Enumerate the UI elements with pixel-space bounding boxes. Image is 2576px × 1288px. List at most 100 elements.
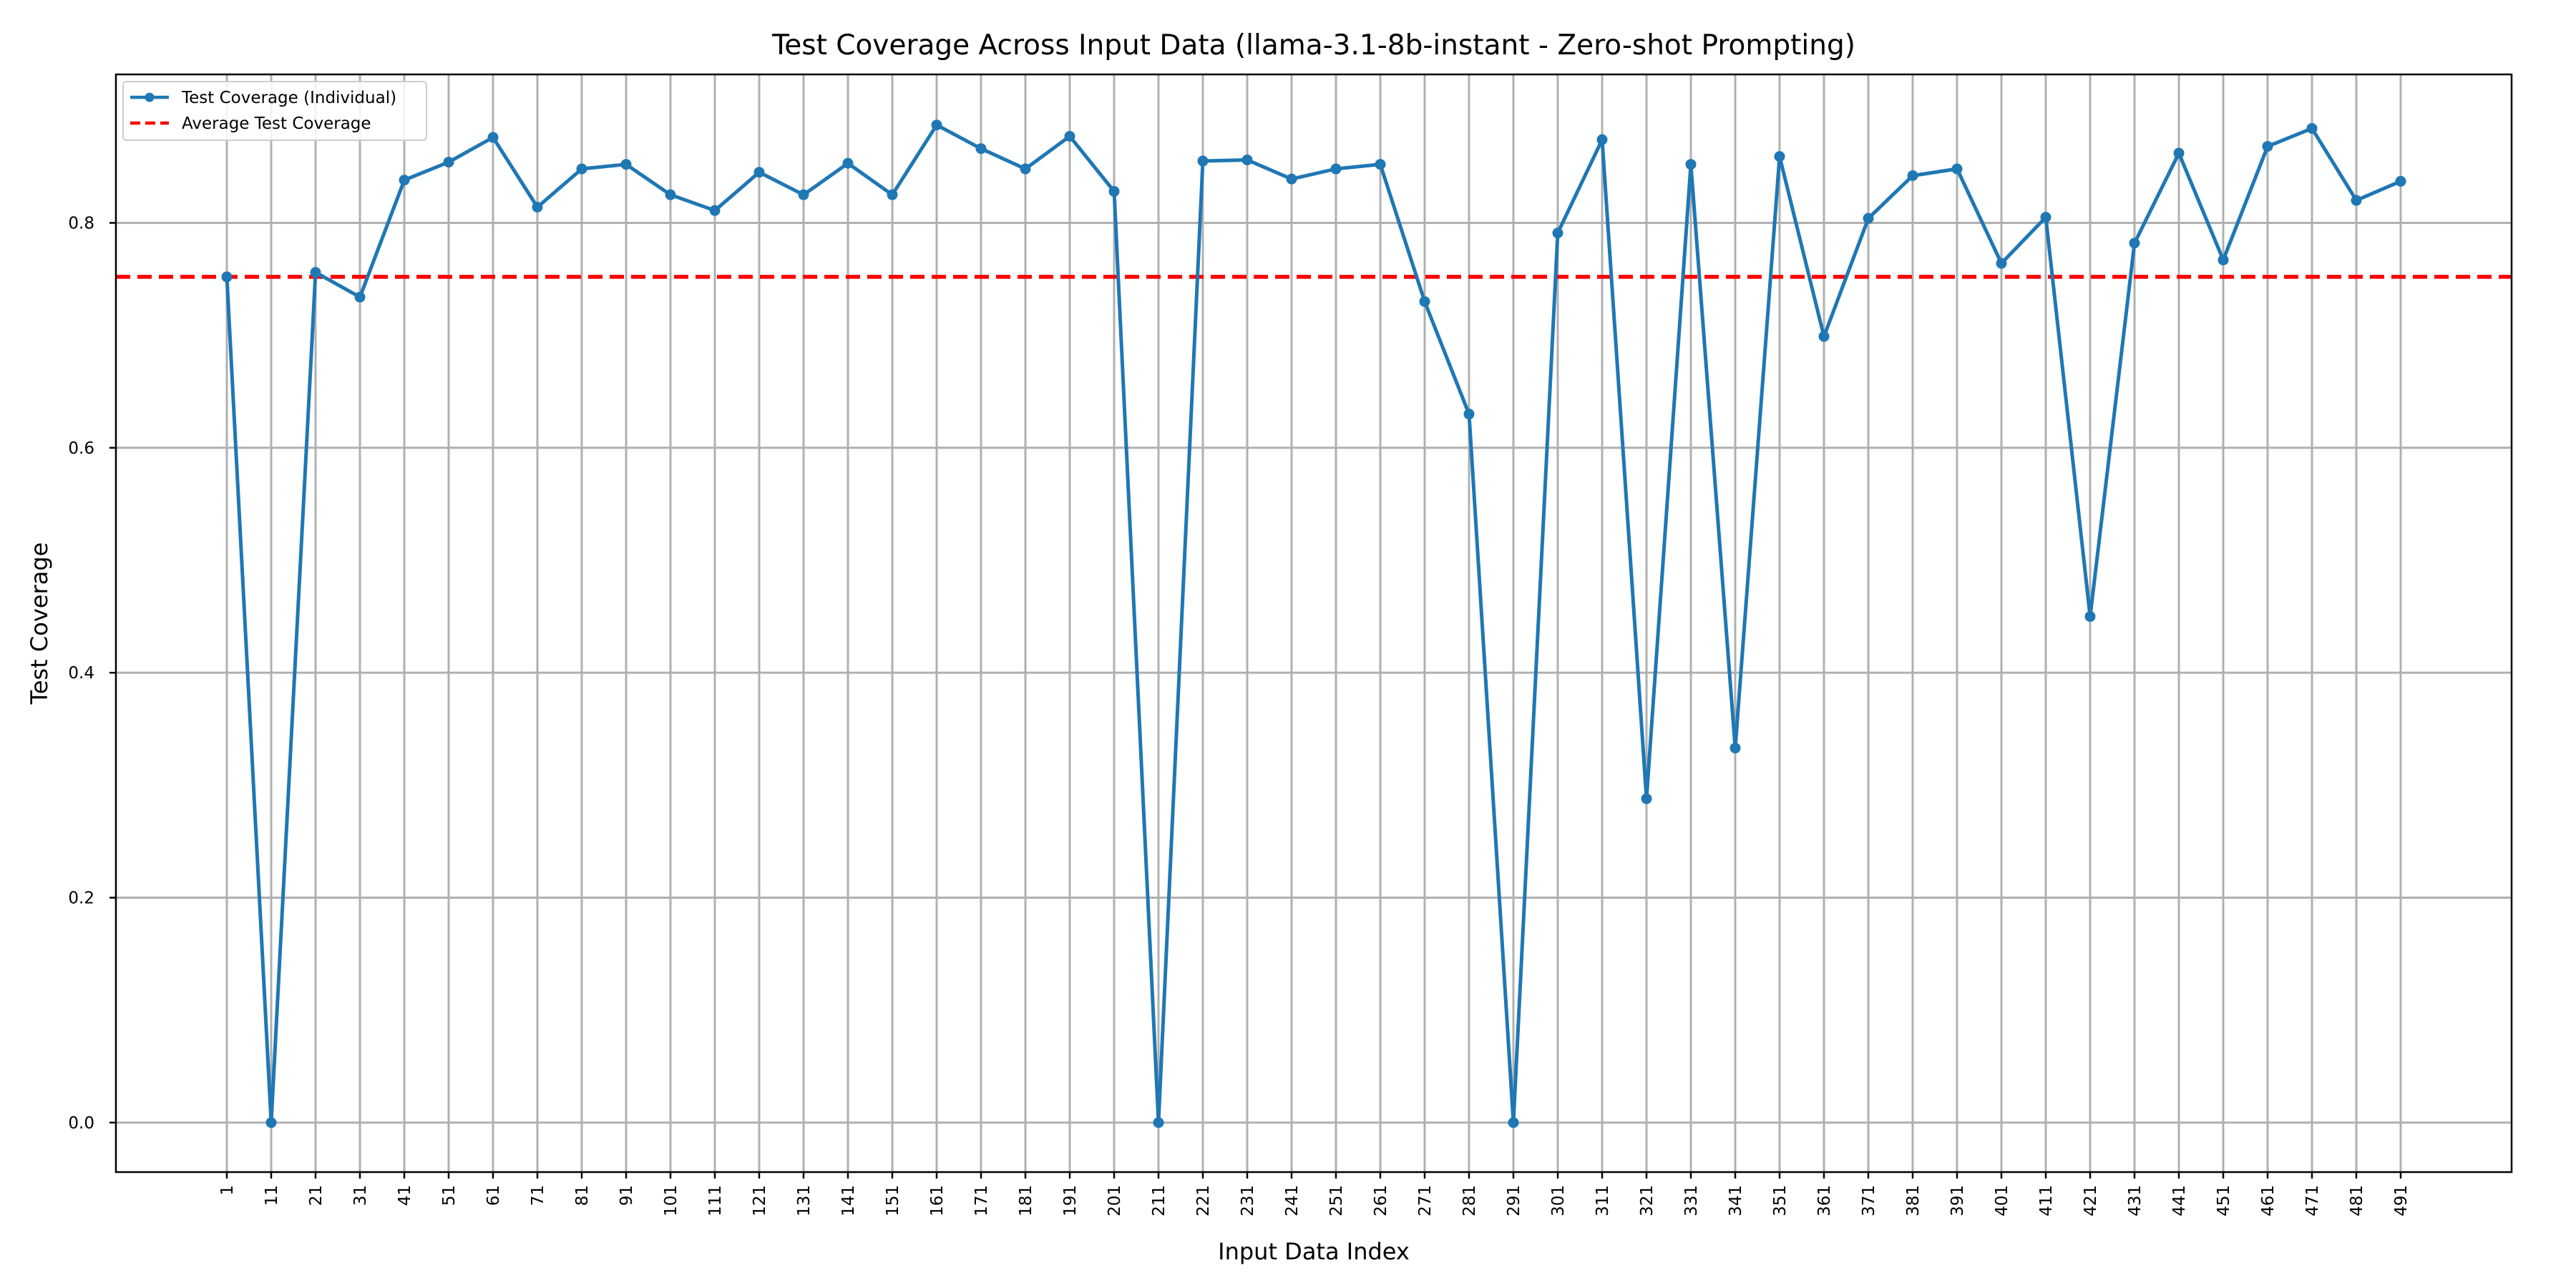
x-tick-label: 451: [2215, 1185, 2233, 1216]
coverage-data-point: [354, 291, 366, 303]
x-tick-label: 121: [751, 1185, 769, 1216]
x-tick-label: 21: [307, 1185, 326, 1206]
x-tick-label: 291: [1505, 1185, 1523, 1216]
axis-ticks: 1 11 21 31 41 51 61 71 81 91 101 111 121 131 141 151 161…: [68, 214, 2411, 1216]
x-tick-label: 401: [1993, 1185, 2011, 1216]
coverage-data-point: [842, 157, 854, 169]
x-tick-label: 11: [263, 1185, 281, 1206]
x-tick-label: 171: [972, 1185, 991, 1216]
coverage-data-point: [1108, 185, 1120, 197]
y-axis-label: Test Coverage: [26, 542, 53, 706]
x-tick-label: 31: [351, 1185, 370, 1206]
coverage-data-point: [1330, 163, 1342, 175]
x-tick-label: 351: [1771, 1185, 1790, 1216]
x-tick-label: 421: [2082, 1185, 2100, 1216]
legend-entry-average: Average Test Coverage: [182, 114, 371, 133]
coverage-data-point: [931, 119, 942, 131]
x-tick-label: 391: [1948, 1185, 1967, 1216]
coverage-data-point: [1197, 155, 1209, 167]
coverage-data-point: [1596, 134, 1608, 145]
y-tick-label: 0.8: [68, 214, 94, 233]
x-tick-label: 181: [1017, 1185, 1035, 1216]
coverage-data-point: [2262, 141, 2273, 152]
chart-title: Test Coverage Across Input Data (llama-3…: [771, 29, 1855, 62]
x-tick-label: 211: [1150, 1185, 1169, 1216]
x-tick-label: 331: [1682, 1185, 1701, 1216]
x-tick-label: 61: [484, 1185, 503, 1206]
x-tick-label: 481: [2348, 1185, 2366, 1216]
coverage-data-point: [1419, 296, 1430, 307]
x-tick-label: 441: [2170, 1185, 2189, 1216]
coverage-data-point: [1375, 159, 1386, 170]
x-tick-label: 251: [1327, 1185, 1346, 1216]
coverage-series-line: [225, 123, 2401, 1125]
x-tick-label: 271: [1416, 1185, 1435, 1216]
coverage-data-point: [1863, 213, 1874, 224]
coverage-data-point: [1552, 228, 1563, 239]
y-tick-label: 0.2: [68, 889, 94, 908]
coverage-data-point: [1153, 1117, 1164, 1128]
x-tick-label: 281: [1460, 1185, 1479, 1216]
legend: Test Coverage (Individual) Average Test …: [122, 81, 427, 141]
coverage-data-point: [1508, 1117, 1519, 1128]
coverage-data-point: [576, 163, 587, 175]
coverage-data-point: [221, 271, 233, 283]
grid-lines: [116, 74, 2512, 1172]
coverage-data-point: [1729, 742, 1741, 753]
coverage-data-point: [1685, 159, 1697, 170]
x-tick-label: 101: [662, 1185, 680, 1216]
coverage-data-point: [2173, 147, 2185, 159]
coverage-data-point: [798, 189, 809, 200]
coverage-data-point: [399, 175, 410, 186]
coverage-data-point: [1951, 163, 1963, 175]
legend-series-marker-icon: [145, 92, 155, 102]
x-tick-label: 1: [218, 1185, 237, 1196]
legend-box: [122, 81, 427, 141]
x-tick-label: 191: [1061, 1185, 1080, 1216]
x-tick-label: 71: [529, 1185, 547, 1206]
x-tick-label: 321: [1638, 1185, 1657, 1216]
y-tick-label: 0.4: [68, 664, 94, 683]
x-tick-label: 111: [706, 1185, 725, 1216]
coverage-data-point: [1064, 130, 1075, 142]
coverage-data-point: [2129, 238, 2140, 249]
x-tick-label: 311: [1594, 1185, 1612, 1216]
x-tick-label: 411: [2037, 1185, 2056, 1216]
x-tick-label: 361: [1815, 1185, 1834, 1216]
x-tick-label: 81: [573, 1185, 592, 1206]
x-tick-label: 301: [1549, 1185, 1568, 1216]
x-tick-label: 221: [1194, 1185, 1213, 1216]
x-tick-label: 161: [928, 1185, 947, 1216]
x-tick-label: 381: [1904, 1185, 1923, 1216]
coverage-data-point: [2351, 195, 2362, 206]
coverage-data-point: [265, 1117, 277, 1128]
coverage-data-point: [1463, 409, 1475, 420]
coverage-data-point: [2306, 122, 2318, 134]
coverage-data-point: [1996, 258, 2007, 269]
coverage-data-point: [2040, 212, 2051, 223]
coverage-data-point: [2218, 254, 2229, 265]
x-axis-label: Input Data Index: [1218, 1238, 1410, 1265]
coverage-data-point: [2084, 611, 2096, 623]
x-tick-label: 151: [884, 1185, 902, 1216]
coverage-data-point: [887, 189, 898, 200]
x-tick-label: 461: [2259, 1185, 2278, 1216]
coverage-data-point: [753, 167, 765, 178]
coverage-data-point: [487, 132, 499, 143]
coverage-data-point: [1241, 154, 1253, 165]
y-tick-label: 0.6: [68, 439, 94, 458]
coverage-data-point: [1907, 170, 1918, 181]
coverage-data-point: [1818, 331, 1830, 342]
coverage-data-point: [310, 267, 321, 278]
series-layer: [221, 119, 2406, 1128]
x-tick-label: 341: [1727, 1185, 1745, 1216]
x-tick-label: 261: [1372, 1185, 1390, 1216]
coverage-data-point: [1641, 793, 1652, 804]
x-tick-label: 371: [1860, 1185, 1878, 1216]
coverage-data-point: [2395, 175, 2406, 187]
y-tick-label: 0.0: [68, 1114, 94, 1133]
coverage-data-point: [1020, 163, 1031, 175]
